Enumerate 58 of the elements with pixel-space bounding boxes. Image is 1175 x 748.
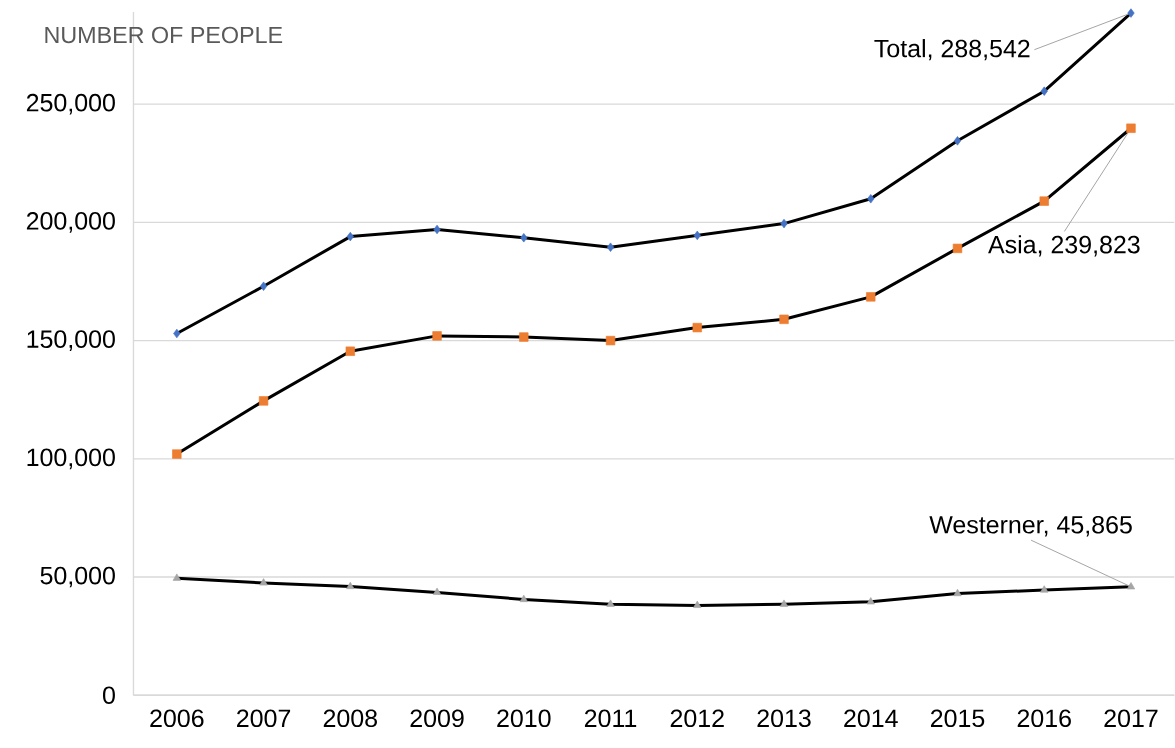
annotation: Asia, 239,823 xyxy=(988,235,1140,257)
point xyxy=(173,328,181,339)
point xyxy=(1126,123,1136,133)
point xyxy=(867,193,875,204)
point xyxy=(692,322,702,333)
point xyxy=(1127,8,1135,18)
point xyxy=(432,331,442,341)
point xyxy=(693,600,702,608)
x-tick-label: 2008 xyxy=(323,709,377,728)
y-tick-label: 150,000 xyxy=(27,330,115,351)
y-tick-label: 250,000 xyxy=(26,93,115,115)
x-tick-label: 2014 xyxy=(844,709,898,728)
point xyxy=(345,346,355,356)
x-tick-label: 2016 xyxy=(1017,709,1071,728)
point xyxy=(519,332,529,342)
annotation: Westerner, 45,865 xyxy=(929,515,1132,537)
x-tick-label: 2017 xyxy=(1104,709,1158,728)
point xyxy=(606,242,615,252)
point xyxy=(953,588,962,596)
x-tick-label: 2009 xyxy=(410,709,464,728)
point xyxy=(520,233,528,243)
y-tick-label: 200,000 xyxy=(26,211,115,233)
point xyxy=(779,314,789,324)
point xyxy=(953,136,962,146)
point xyxy=(606,599,615,607)
y-tick-label: 0 xyxy=(103,686,115,704)
y-tick-label: 50,000 xyxy=(40,566,115,588)
point xyxy=(346,231,354,242)
point xyxy=(432,587,442,595)
point xyxy=(346,581,355,589)
point xyxy=(866,292,876,302)
point xyxy=(172,573,181,581)
point xyxy=(1040,86,1048,96)
point xyxy=(952,243,963,253)
point xyxy=(1040,585,1049,593)
point xyxy=(433,224,441,235)
point xyxy=(259,578,268,586)
point xyxy=(866,597,875,605)
x-tick-label: 2013 xyxy=(757,709,811,728)
point xyxy=(519,594,528,602)
y-axis-title: NUMBER OF PEOPLE xyxy=(45,26,283,44)
point xyxy=(1039,196,1049,206)
x-tick-label: 2015 xyxy=(930,709,985,728)
point xyxy=(779,599,789,607)
point xyxy=(605,335,616,346)
point xyxy=(693,230,701,240)
point xyxy=(1126,582,1136,590)
x-tick-label: 2010 xyxy=(497,709,551,728)
x-tick-label: 2007 xyxy=(237,709,291,728)
point xyxy=(258,396,269,406)
point xyxy=(172,449,182,459)
point xyxy=(259,281,268,291)
point xyxy=(780,218,788,229)
x-tick-label: 2012 xyxy=(670,709,724,728)
x-tick-label: 2011 xyxy=(584,709,637,728)
y-tick-label: 100,000 xyxy=(27,448,115,470)
x-tick-label: 2006 xyxy=(150,709,204,728)
annotation: Total, 288,542 xyxy=(874,38,1030,61)
